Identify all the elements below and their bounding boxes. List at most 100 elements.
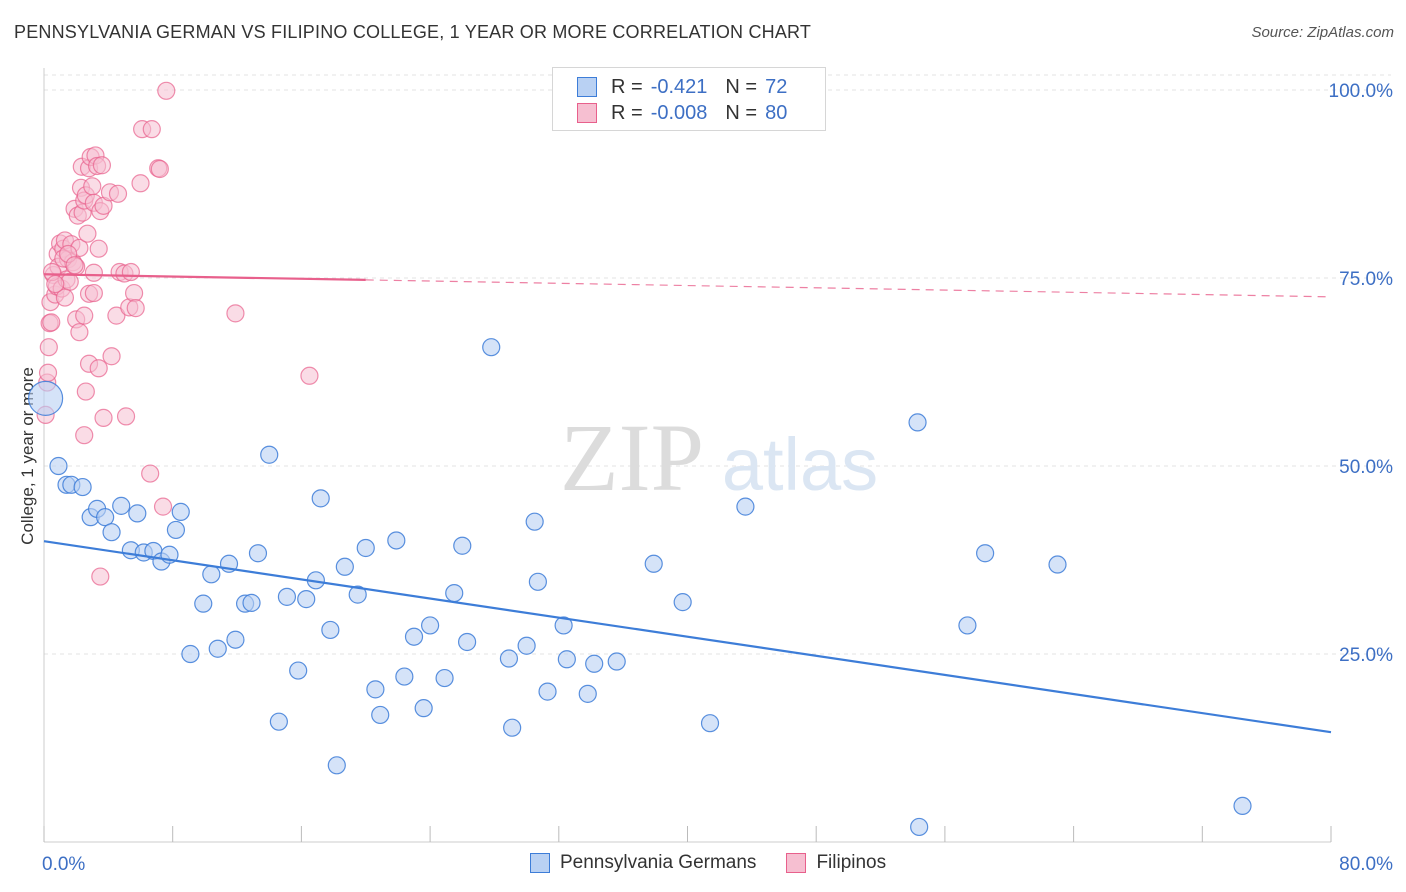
pennsylvania-germans-point bbox=[242, 593, 261, 612]
filipinos-point bbox=[46, 274, 65, 294]
filipinos-point bbox=[65, 256, 84, 275]
legend-item-filipinos[interactable]: Filipinos bbox=[786, 852, 886, 874]
pennsylvania-germans-point bbox=[348, 585, 367, 604]
pennsylvania-germans-point bbox=[297, 590, 316, 609]
pennsylvania-germans-point bbox=[269, 712, 288, 731]
tick-labels: 25.0% 50.0% 75.0% 100.0% 0.0% 80.0% bbox=[42, 81, 1393, 875]
filipinos-point bbox=[107, 306, 126, 325]
watermark-atlas: atlas bbox=[722, 423, 878, 506]
y-tick-label: 100.0% bbox=[1329, 81, 1394, 102]
pennsylvania-germans-point bbox=[736, 497, 755, 516]
filipinos-point bbox=[89, 359, 108, 378]
pennsylvania-germans-point bbox=[371, 705, 390, 725]
legend-swatch-blue bbox=[577, 77, 597, 97]
n-value: 72 bbox=[765, 75, 788, 98]
pennsylvania-germans-point bbox=[366, 680, 385, 699]
pennsylvania-germans-point bbox=[445, 584, 464, 603]
filipinos-point bbox=[116, 407, 136, 426]
pennsylvania-germans-point bbox=[321, 620, 340, 640]
series-legend: Pennsylvania Germans Filipinos bbox=[530, 852, 916, 874]
legend-swatch-pink bbox=[577, 103, 597, 123]
filipinos-point bbox=[300, 366, 319, 385]
r-value: -0.008 bbox=[650, 101, 708, 124]
pennsylvania-germans-point bbox=[395, 667, 414, 686]
pennsylvania-germans-point bbox=[525, 512, 544, 531]
pennsylvania-germans-point bbox=[327, 756, 346, 775]
filipinos-point bbox=[131, 174, 150, 193]
legend-row-pennsylvania-germans: R = -0.421 N = 72 bbox=[577, 74, 805, 100]
pennsylvania-germans-point bbox=[404, 627, 424, 646]
filipinos-point bbox=[84, 263, 103, 282]
pennsylvania-germans-point bbox=[166, 520, 186, 540]
legend-label: Filipinos bbox=[816, 852, 887, 873]
pennsylvania-germans-point bbox=[538, 682, 557, 701]
filipinos-points bbox=[36, 81, 319, 586]
pennsylvania-germans-point bbox=[289, 661, 308, 680]
filipinos-point bbox=[38, 363, 58, 382]
pennsylvania-germans-point bbox=[482, 338, 501, 357]
pennsylvania-germans-point bbox=[28, 380, 64, 416]
trend-lines bbox=[43, 273, 1332, 734]
pennsylvania-germans-point bbox=[644, 554, 663, 573]
pennsylvania-germans-point bbox=[226, 630, 245, 649]
pennsylvania-germans-point bbox=[202, 565, 221, 584]
pennsylvania-germans-point bbox=[1048, 555, 1067, 574]
pennsylvania-germans-point bbox=[387, 531, 406, 550]
filipinos-point bbox=[39, 338, 58, 357]
y-tick-label: 50.0% bbox=[1339, 457, 1393, 478]
pennsylvania-germans-point bbox=[453, 536, 472, 555]
filipinos-point bbox=[89, 239, 108, 258]
filipinos-point bbox=[126, 299, 145, 318]
filipinos-point bbox=[42, 313, 61, 332]
legend-row-filipinos: R = -0.008 N = 80 bbox=[577, 100, 805, 126]
r-label: R = bbox=[611, 75, 643, 98]
pennsylvania-germans-trend-line bbox=[43, 540, 1332, 734]
pennsylvania-germans-points bbox=[28, 338, 1252, 837]
correlation-legend: R = -0.421 N = 72 R = -0.008 N = 80 bbox=[552, 67, 826, 131]
n-value: 80 bbox=[765, 101, 788, 124]
filipinos-point bbox=[141, 464, 160, 483]
pennsylvania-germans-point bbox=[414, 699, 433, 718]
gridlines bbox=[44, 74, 1391, 655]
pennsylvania-germans-point bbox=[1233, 796, 1252, 816]
filipinos-point bbox=[153, 497, 173, 516]
pennsylvania-germans-point bbox=[503, 718, 522, 737]
source-label: Source: ZipAtlas.com bbox=[1251, 24, 1394, 41]
filipinos-point bbox=[108, 184, 128, 203]
r-label: R = bbox=[611, 101, 643, 124]
pennsylvania-germans-point bbox=[908, 413, 927, 432]
filipinos-point bbox=[84, 283, 103, 303]
pennsylvania-germans-point bbox=[102, 523, 121, 542]
pennsylvania-germans-point bbox=[700, 714, 720, 733]
pennsylvania-germans-point bbox=[208, 639, 227, 658]
filipinos-point bbox=[75, 306, 94, 325]
filipinos-trend-line-dashed bbox=[365, 279, 1332, 298]
pennsylvania-germans-point bbox=[49, 456, 68, 476]
filipinos-point bbox=[157, 81, 176, 100]
filipinos-point bbox=[94, 408, 113, 427]
pennsylvania-germans-point bbox=[528, 572, 547, 591]
pennsylvania-germans-point bbox=[194, 594, 213, 613]
pennsylvania-germans-point bbox=[517, 636, 536, 655]
pennsylvania-germans-point bbox=[260, 445, 279, 464]
watermark-zip: ZIP bbox=[560, 404, 704, 511]
pennsylvania-germans-point bbox=[958, 616, 977, 635]
filipinos-point bbox=[142, 120, 161, 139]
pennsylvania-germans-point bbox=[673, 593, 692, 612]
filipinos-point bbox=[83, 177, 102, 196]
pennsylvania-germans-point bbox=[112, 496, 131, 515]
x-tick-label-min: 0.0% bbox=[42, 854, 85, 875]
n-label: N = bbox=[725, 101, 758, 124]
filipinos-point bbox=[75, 426, 94, 445]
filipinos-point bbox=[76, 382, 95, 401]
axes bbox=[43, 68, 1332, 843]
legend-item-pennsylvania-germans[interactable]: Pennsylvania Germans bbox=[530, 852, 756, 874]
r-value: -0.421 bbox=[650, 75, 708, 98]
pennsylvania-germans-point bbox=[458, 632, 477, 652]
pennsylvania-germans-point bbox=[96, 508, 115, 527]
pennsylvania-germans-point bbox=[554, 616, 573, 635]
filipinos-point bbox=[226, 304, 245, 323]
legend-swatch-blue bbox=[530, 853, 550, 873]
filipinos-point bbox=[91, 567, 110, 586]
